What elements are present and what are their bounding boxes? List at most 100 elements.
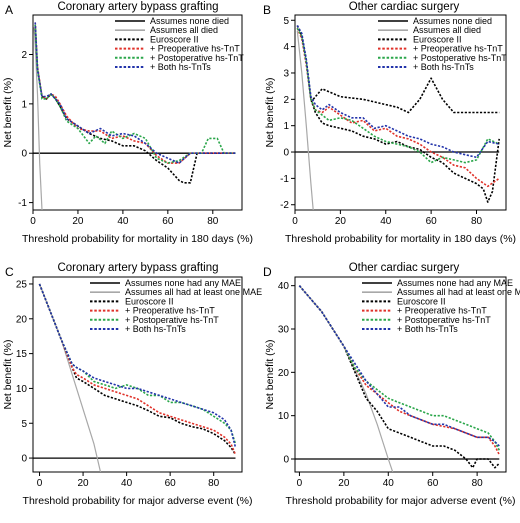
panel-b: Other cardiac surgery B 0 20 40 60 80 -2 -1 0 1 2 3 4… <box>263 1 516 245</box>
y-tick-label: -1 <box>280 174 289 185</box>
x-axis-label: Threshold probability for major adverse … <box>23 495 253 507</box>
series-group <box>295 25 500 210</box>
legend-label: Euroscore II <box>150 34 199 44</box>
x-tick-label: 80 <box>208 478 220 489</box>
series-line <box>312 77 500 114</box>
series-line <box>298 285 501 451</box>
series-line <box>33 27 43 210</box>
x-tick-label: 60 <box>165 478 177 489</box>
x-axis-label: Threshold probability for mortality in 1… <box>285 233 516 245</box>
legend-label: Assumes all had at least one MAE <box>125 287 262 297</box>
y-tick-label: -2 <box>280 200 289 211</box>
y-axis-label: Net benefit (%) <box>264 77 276 147</box>
x-tick-label: 80 <box>472 478 484 489</box>
y-tick-label: 4 <box>283 42 289 53</box>
series-group <box>33 283 237 472</box>
series-line <box>38 283 237 455</box>
panel-d: Other cardiac surgery D 0 20 40 60 80 0 10 20 30 40… <box>263 262 520 507</box>
x-tick-label: 40 <box>383 478 395 489</box>
legend-label: + Both hs-TnTs <box>150 62 211 72</box>
y-tick-label: 20 <box>278 368 290 379</box>
y-tick-label: 1 <box>283 121 289 132</box>
legend-label: Assumes all died <box>150 25 218 35</box>
panel-letter: C <box>5 265 14 279</box>
y-tick-label: 5 <box>283 16 289 27</box>
legend-label: + Both hs-TnTs <box>125 324 186 334</box>
x-tick-label: 40 <box>117 216 129 227</box>
series-line <box>38 283 237 448</box>
series-line <box>298 285 500 447</box>
y-tick-label: 2 <box>283 95 289 106</box>
series-group <box>295 285 501 472</box>
series-line <box>38 283 237 456</box>
legend-label: + Postoperative hs-TnT <box>413 53 507 63</box>
plot-frame <box>32 14 243 211</box>
y-tick-label: 10 <box>278 411 290 422</box>
series-group <box>33 22 236 210</box>
x-tick-label: 40 <box>121 478 133 489</box>
y-tick-label: 1 <box>21 99 27 110</box>
x-tick-label: 20 <box>72 216 84 227</box>
x-tick-label: 60 <box>427 478 439 489</box>
legend-label: + Postoperative hs-TnT <box>125 315 219 325</box>
legend-label: Euroscore II <box>125 296 174 306</box>
panel-title: Coronary artery bypass grafting <box>57 1 218 13</box>
x-tick-label: 20 <box>338 478 350 489</box>
legend-label: Assumes none died <box>150 16 229 26</box>
legend-label: Euroscore II <box>413 34 462 44</box>
legend-label: + Preoperative hs-TnT <box>413 44 503 54</box>
y-tick-label: 40 <box>278 281 290 292</box>
legend-label: + Both hs-TnTs <box>397 324 458 334</box>
x-tick-label: 0 <box>30 216 36 227</box>
panel-letter: D <box>263 265 272 279</box>
legend-label: Assumes all had at least one MAE <box>397 287 520 297</box>
panel-title: Other cardiac surgery <box>349 262 460 274</box>
series-line <box>296 30 314 210</box>
y-tick-label: 15 <box>16 349 28 360</box>
x-tick-label: 60 <box>426 216 438 227</box>
y-tick-label: 0 <box>21 149 27 160</box>
panel-title: Other cardiac surgery <box>349 1 460 13</box>
panel-letter: B <box>263 3 271 17</box>
y-tick-label: 3 <box>283 68 289 79</box>
y-tick-label: 0 <box>283 455 289 466</box>
series-line <box>296 25 500 159</box>
x-tick-label: 20 <box>335 216 347 227</box>
legend-label: + Both hs-TnTs <box>413 62 474 72</box>
legend-label: Assumes all died <box>413 25 481 35</box>
panel-c: Coronary artery bypass grafting C 0 20 40 60 8… <box>2 262 262 507</box>
series-line <box>298 285 500 469</box>
legend-label: + Preoperative hs-TnT <box>397 306 487 316</box>
series-line <box>296 25 500 203</box>
legend-label: Euroscore II <box>397 296 446 306</box>
x-tick-label: 80 <box>471 216 483 227</box>
y-tick-label: 2 <box>21 50 27 61</box>
legend-label: Assumes none had any MAE <box>125 278 241 288</box>
legend-label: + Preoperative hs-TnT <box>125 306 215 316</box>
y-axis-label: Net benefit (%) <box>264 339 276 409</box>
plot-frame <box>294 14 507 211</box>
legend-label: Assumes none died <box>413 16 492 26</box>
y-axis-label: Net benefit (%) <box>2 339 14 409</box>
plot-frame <box>32 276 243 473</box>
legend-label: + Postoperative hs-TnT <box>150 53 244 63</box>
y-tick-label: 0 <box>21 454 27 465</box>
y-tick-label: 25 <box>16 279 28 290</box>
series-line <box>298 285 394 472</box>
x-tick-label: 80 <box>207 216 219 227</box>
plot-frame <box>294 276 507 473</box>
y-tick-label: 30 <box>278 325 290 336</box>
series-line <box>38 283 102 472</box>
y-tick-label: 0 <box>283 148 289 159</box>
x-tick-label: 40 <box>380 216 392 227</box>
x-tick-label: 20 <box>78 478 90 489</box>
x-tick-label: 0 <box>37 478 43 489</box>
x-axis-label: Threshold probability for mortality in 1… <box>22 233 253 245</box>
y-axis-label: Net benefit (%) <box>2 77 14 147</box>
